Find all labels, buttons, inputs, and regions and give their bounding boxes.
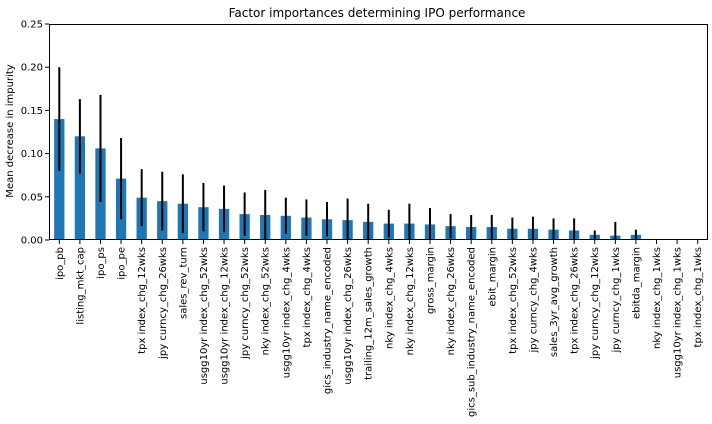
x-tick-label: sales_3yr_avg_growth: [549, 247, 560, 357]
x-tick-label: nky index_chg_52wks: [261, 247, 272, 355]
x-tick-label: ebit_margin: [487, 247, 498, 306]
x-tick-label: nky index_chg_1wks: [652, 247, 663, 349]
y-tick-label: 0.20: [21, 63, 43, 74]
x-tick-label: jpy curncy_chg_26wks: [158, 247, 169, 360]
x-tick-label: tpx index_chg_52wks: [508, 247, 519, 354]
x-tick-label: tpx index_chg_12wks: [137, 247, 148, 354]
x-tick-label: nky index_chg_4wks: [384, 247, 395, 349]
x-tick-label: usgg10yr index_chg_12wks: [220, 247, 231, 385]
x-tick-label: usgg10yr index_chg_52wks: [199, 247, 210, 385]
x-tick-label: jpy curncy_chg_1wks: [611, 247, 622, 353]
x-axis-ticks: ipo_pb listing_mkt_cap ipo_ps ipo_pe tpx ind…: [55, 240, 704, 417]
x-tick-label: gross_margin: [425, 247, 436, 314]
y-axis-ticks: 0.00 0.05 0.10 0.15 0.20 0.25: [21, 20, 49, 247]
x-tick-label: ipo_ps: [96, 247, 107, 279]
y-tick-label: 0.10: [21, 149, 43, 160]
x-tick-label: usgg10yr index_chg_1wks: [673, 247, 684, 378]
y-tick-label: 0.00: [21, 236, 43, 247]
x-tick-label: jpy curncy_chg_4wks: [528, 247, 539, 353]
y-tick-label: 0.15: [21, 106, 43, 117]
error-bars-group: [58, 67, 637, 240]
y-axis-label: Mean decrease in impurity: [5, 64, 16, 197]
x-tick-label: ipo_pb: [55, 247, 66, 280]
x-tick-label: ipo_pe: [117, 247, 128, 280]
x-tick-label: trailing_12m_sales_growth: [364, 247, 375, 380]
x-tick-label: jpy curncy_chg_52wks: [240, 247, 251, 360]
x-tick-label: gics_sub_industry_name_encoded: [467, 247, 478, 417]
x-tick-label: jpy curncy_chg_12wks: [590, 247, 601, 360]
x-tick-label: nky index_chg_12wks: [405, 247, 416, 355]
x-tick-label: nky index_chg_26wks: [446, 247, 457, 355]
x-tick-label: tpx index_chg_1wks: [693, 247, 704, 347]
x-tick-label: listing_mkt_cap: [75, 247, 86, 325]
x-tick-label: ebitda_margin: [631, 247, 642, 319]
x-tick-label: usgg10yr index_chg_26wks: [343, 247, 354, 385]
x-tick-label: tpx index_chg_4wks: [302, 247, 313, 347]
y-tick-label: 0.05: [21, 192, 43, 203]
bar: [74, 136, 86, 240]
x-tick-label: gics_industry_name_encoded: [323, 247, 334, 394]
x-tick-label: sales_rev_turn: [178, 247, 189, 319]
y-tick-label: 0.25: [21, 20, 43, 31]
bar: [54, 119, 65, 240]
x-tick-label: tpx index_chg_26wks: [570, 247, 581, 354]
chart-title: Factor importances determining IPO perfo…: [229, 6, 526, 20]
x-tick-label: usgg10yr index_chg_4wks: [281, 247, 292, 378]
plot-frame: [49, 24, 708, 240]
